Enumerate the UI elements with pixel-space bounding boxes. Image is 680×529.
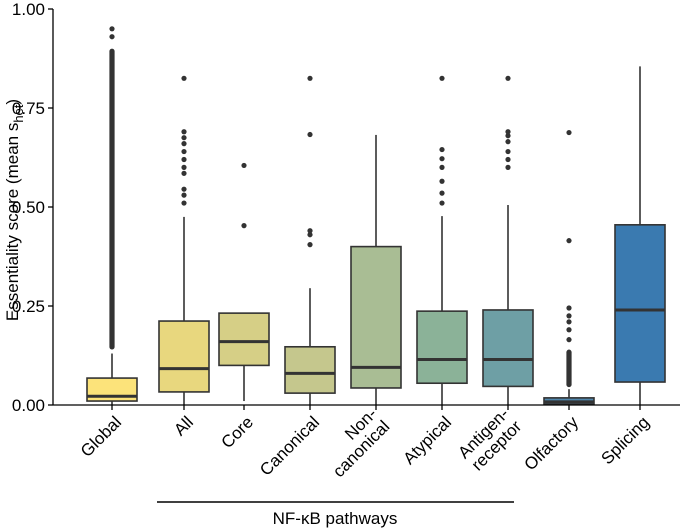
outlier-cluster bbox=[566, 349, 572, 388]
box-canonical bbox=[284, 75, 336, 405]
outlier-point bbox=[181, 170, 187, 176]
outlier-point bbox=[307, 131, 313, 138]
outlier-cluster bbox=[109, 48, 115, 350]
outlier-point bbox=[505, 129, 511, 135]
y-tick-label: 0.50 bbox=[12, 198, 45, 217]
outlier-point bbox=[307, 232, 313, 238]
outlier-point bbox=[181, 148, 187, 155]
x-category-label: Antigen-receptor bbox=[454, 404, 525, 475]
group-label: NF-κB pathways bbox=[273, 509, 398, 528]
box-iqr bbox=[416, 310, 468, 385]
x-category-label: Core bbox=[218, 413, 257, 452]
x-category-label: Olfactory bbox=[521, 412, 583, 474]
outlier-point bbox=[307, 242, 313, 248]
outlier-point bbox=[181, 186, 187, 192]
outlier-point bbox=[505, 164, 511, 170]
outlier-point bbox=[505, 75, 511, 81]
outlier-point bbox=[181, 164, 187, 170]
outlier-point bbox=[307, 228, 313, 234]
outlier-point bbox=[181, 156, 187, 163]
box-iqr bbox=[158, 320, 210, 393]
outlier-point bbox=[439, 178, 445, 184]
outlier-point bbox=[109, 26, 115, 32]
outlier-point bbox=[241, 162, 247, 169]
outlier-point bbox=[439, 190, 445, 196]
box-iqr bbox=[218, 312, 270, 367]
box-iqr bbox=[614, 224, 666, 383]
box-atypical bbox=[416, 75, 468, 405]
outlier-point bbox=[566, 238, 572, 244]
box-antigen-receptor bbox=[482, 75, 534, 405]
x-category-label: Atypical bbox=[400, 413, 456, 469]
outlier-point bbox=[566, 129, 572, 136]
y-tick-label: 0.25 bbox=[12, 297, 45, 316]
x-category-label: Global bbox=[77, 413, 125, 461]
x-category-label: All bbox=[170, 413, 197, 440]
y-tick-label: 0.00 bbox=[12, 396, 45, 415]
outlier-point bbox=[181, 200, 187, 206]
x-category-label: Non-canonical bbox=[316, 404, 393, 481]
y-axis-title: Essentiality score (mean shet) bbox=[3, 99, 26, 321]
outlier-point bbox=[566, 327, 572, 333]
outlier-point bbox=[181, 192, 187, 198]
outlier-point bbox=[181, 135, 187, 141]
box-iqr bbox=[284, 345, 336, 394]
box-iqr bbox=[482, 309, 534, 388]
outlier-point bbox=[307, 75, 313, 81]
box-core bbox=[218, 162, 270, 402]
box-olfactory bbox=[543, 129, 595, 406]
outlier-point bbox=[439, 156, 445, 162]
outlier-point bbox=[566, 313, 572, 319]
outlier-point bbox=[241, 223, 247, 229]
box-all bbox=[158, 75, 210, 405]
box-iqr bbox=[350, 245, 402, 389]
outlier-point bbox=[439, 146, 445, 153]
outlier-point bbox=[566, 337, 572, 343]
outlier-point bbox=[505, 133, 511, 139]
outlier-point bbox=[566, 319, 572, 325]
outlier-point bbox=[505, 139, 511, 145]
outlier-point bbox=[181, 129, 187, 135]
y-tick-label: 1.00 bbox=[12, 0, 45, 19]
box-global bbox=[86, 26, 138, 405]
outlier-point bbox=[439, 75, 445, 81]
y-tick-label: 0.75 bbox=[12, 99, 45, 118]
outlier-point bbox=[505, 156, 511, 163]
x-category-label: Splicing bbox=[598, 413, 654, 469]
box-non-canonical bbox=[350, 134, 402, 405]
outlier-point bbox=[181, 75, 187, 81]
outlier-point bbox=[505, 148, 511, 155]
outlier-point bbox=[439, 164, 445, 170]
outlier-point bbox=[566, 305, 572, 311]
x-category-label: Canonical bbox=[256, 413, 323, 480]
outlier-point bbox=[181, 141, 187, 147]
outlier-point bbox=[439, 200, 445, 206]
outlier-point bbox=[109, 34, 115, 40]
box-splicing bbox=[614, 66, 666, 405]
